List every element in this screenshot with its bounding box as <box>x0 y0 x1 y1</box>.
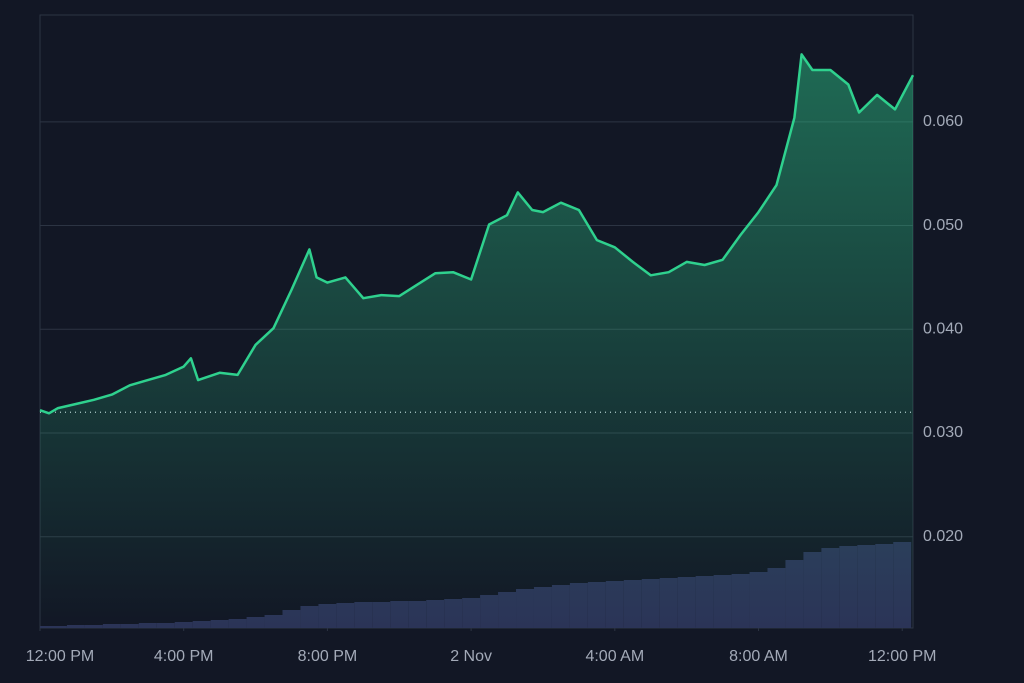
x-tick-label: 4:00 PM <box>154 648 214 665</box>
x-tick-label: 12:00 PM <box>26 648 94 665</box>
x-tick-label: 12:00 PM <box>868 648 936 665</box>
x-tick-label: 8:00 AM <box>729 648 788 665</box>
x-tick-label: 8:00 PM <box>298 648 358 665</box>
x-tick-label: 2 Nov <box>450 648 492 665</box>
y-tick-label: 0.050 <box>923 217 963 234</box>
y-tick-label: 0.060 <box>923 113 963 130</box>
price-area <box>40 54 913 628</box>
y-tick-label: 0.020 <box>923 528 963 545</box>
y-tick-label: 0.040 <box>923 320 963 337</box>
y-tick-label: 0.030 <box>923 424 963 441</box>
price-line <box>39 53 915 415</box>
x-tick-label: 4:00 AM <box>585 648 644 665</box>
